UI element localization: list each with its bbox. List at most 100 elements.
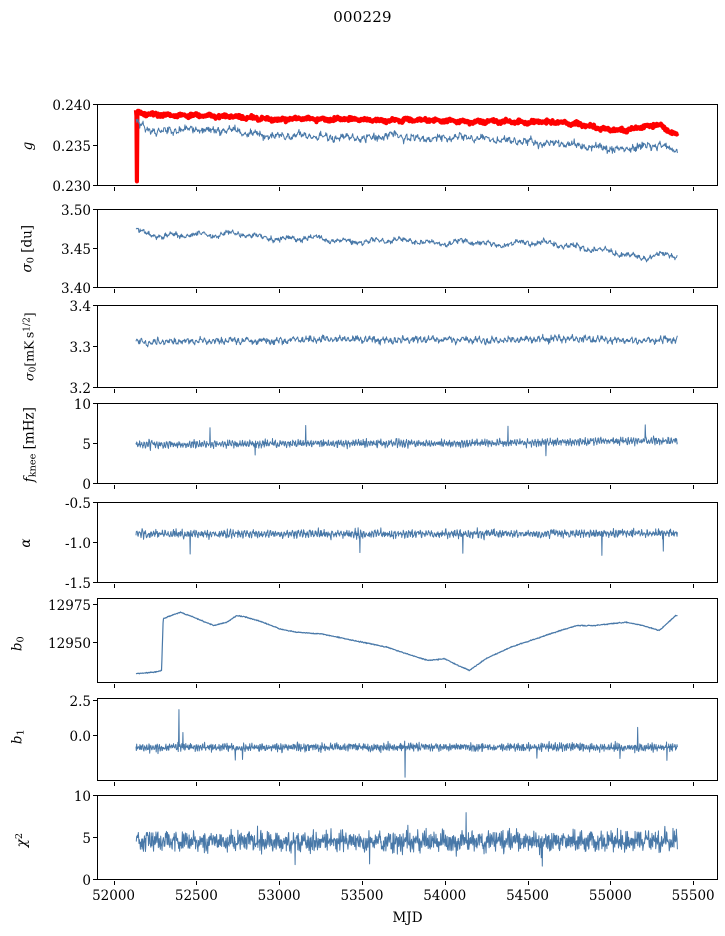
panel-chi2-plot [135, 812, 678, 867]
xtick-mark [444, 684, 446, 688]
ytick-alpha-m10: -1.0 [64, 536, 91, 552]
xtick-mark [610, 881, 612, 885]
xtick-mark [361, 289, 364, 293]
ytick-b0-12950: 12950 [48, 636, 91, 652]
panel-fknee [97, 403, 718, 484]
tickmark-b0-12950 [93, 642, 97, 644]
tickmark-g-235 [93, 145, 97, 147]
ytick-s0mk-33: 3.3 [69, 340, 91, 356]
xtick-mark [279, 684, 281, 688]
xtick-mark [113, 684, 115, 688]
ytick-s0du-345: 3.45 [60, 242, 91, 258]
tickmark-chi2-10 [93, 795, 97, 797]
xtick-mark [361, 187, 364, 191]
xtick-mark [527, 881, 529, 885]
tickmark-s0du-345 [93, 248, 97, 250]
ytick-chi2-0: 0 [82, 873, 91, 889]
xlabel-mjd: MJD [392, 910, 423, 926]
ytick-alpha-m05: -0.5 [64, 496, 91, 512]
panel-alpha-plot [135, 527, 678, 556]
xtick-mark [444, 782, 446, 786]
xtick-mark [361, 389, 364, 393]
xtick-mark [444, 187, 446, 191]
xtick-label: 52500 [174, 888, 218, 904]
xtick-mark [361, 485, 364, 489]
tickmark-fknee-0 [93, 483, 97, 485]
ytick-g-230: 0.230 [52, 179, 91, 195]
panel-chi2 [97, 795, 718, 880]
ytick-chi2-10: 10 [73, 789, 91, 805]
xtick-mark [610, 289, 612, 293]
xtick-mark [279, 584, 281, 588]
tickmark-alpha-m15 [93, 582, 97, 584]
ylabel-alpha: α [18, 538, 34, 548]
ylabel-b1: b1 [9, 729, 27, 745]
xtick-mark [196, 584, 198, 588]
ytick-fknee-10: 10 [73, 397, 91, 413]
tickmark-g-230 [93, 185, 97, 187]
xtick-mark [279, 389, 281, 393]
xtick-mark [279, 881, 281, 885]
xtick-mark [693, 782, 695, 786]
xtick-mark [279, 485, 281, 489]
ytick-fknee-5: 5 [82, 437, 91, 453]
tickmark-chi2-0 [93, 879, 97, 881]
xtick-mark [610, 684, 612, 688]
panel-alpha [97, 502, 718, 583]
ytick-b1-25: 2.5 [69, 694, 91, 710]
tickmark-b1-25 [93, 700, 97, 702]
xtick-mark [113, 389, 115, 393]
xtick-label: 54000 [423, 888, 467, 904]
xtick-label: 53000 [257, 888, 301, 904]
xtick-mark [444, 584, 446, 588]
tickmark-alpha-m10 [93, 542, 97, 544]
xtick-mark [527, 389, 529, 393]
panel-sigma0-du [97, 209, 718, 288]
ytick-chi2-5: 5 [82, 831, 91, 847]
xtick-mark [361, 881, 364, 885]
xtick-mark [693, 289, 695, 293]
xtick-mark [527, 584, 529, 588]
xtick-mark [610, 485, 612, 489]
ytick-g-235: 0.235 [52, 139, 91, 155]
xtick-mark [693, 584, 695, 588]
xtick-label: 55500 [671, 888, 715, 904]
panel-b1 [97, 698, 718, 781]
panel-g [97, 104, 718, 186]
xtick-mark [279, 289, 281, 293]
xtick-mark [113, 782, 115, 786]
xtick-mark [196, 881, 198, 885]
xtick-mark [113, 187, 115, 191]
ytick-b1-00: 0.0 [69, 729, 91, 745]
xtick-mark [610, 782, 612, 786]
ytick-g-240: 0.240 [52, 98, 91, 114]
panel-sigma0-du-plot [135, 227, 678, 263]
xtick-mark [361, 684, 364, 688]
ytick-s0mk-34: 3.4 [69, 299, 91, 315]
xtick-mark [113, 485, 115, 489]
xtick-mark [527, 289, 529, 293]
xtick-label: 54500 [506, 888, 550, 904]
panel-b0-plot [135, 611, 678, 675]
xtick-mark [527, 782, 529, 786]
xtick-mark [196, 684, 198, 688]
panel-sigma0-mk-plot [135, 333, 678, 348]
xtick-mark [610, 389, 612, 393]
panel-sigma0-mk [97, 305, 718, 388]
xtick-mark [693, 485, 695, 489]
xtick-mark [113, 584, 115, 588]
xtick-mark [196, 289, 198, 293]
ytick-s0du-350: 3.50 [60, 203, 91, 219]
ytick-b0-12975: 12975 [48, 598, 91, 614]
ytick-s0du-340: 3.40 [60, 281, 91, 297]
xtick-mark [279, 187, 281, 191]
ylabel-b0: b0 [9, 636, 27, 652]
xtick-mark [196, 485, 198, 489]
panel-fknee-plot [135, 424, 678, 457]
tickmark-s0mk-34 [93, 305, 97, 307]
xtick-mark [196, 389, 198, 393]
xtick-mark [113, 289, 115, 293]
xtick-mark [444, 289, 446, 293]
xtick-mark [361, 782, 364, 786]
